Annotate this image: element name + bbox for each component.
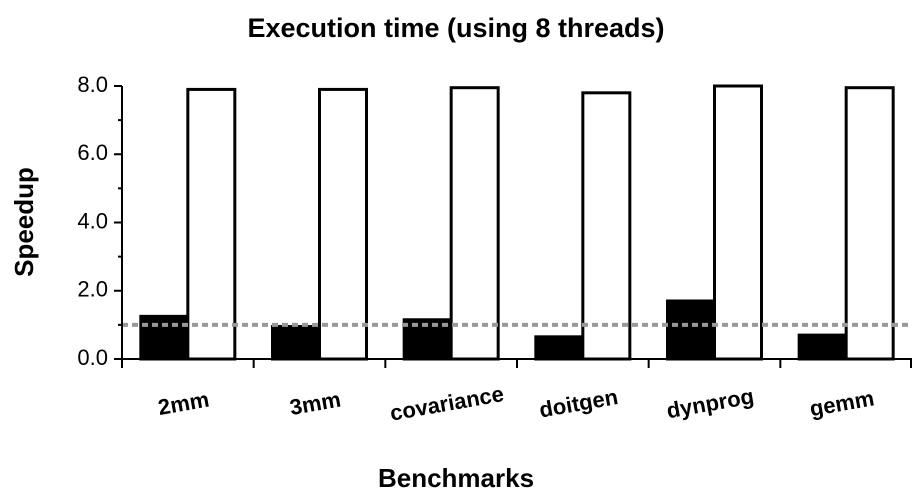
y-axis-label: Speedup	[9, 167, 39, 277]
y-tick-label: 8.0	[77, 72, 108, 97]
bar	[713, 84, 763, 361]
bar	[666, 299, 716, 361]
bar	[318, 87, 368, 361]
bar	[581, 91, 632, 361]
x-tick-label: 2mm	[156, 387, 211, 421]
bar	[449, 86, 500, 361]
y-tick-label: 2.0	[77, 277, 108, 302]
x-axis-label: Benchmarks	[378, 463, 534, 493]
y-tick-label: 6.0	[77, 140, 108, 165]
x-tick-label: doitgen	[537, 384, 620, 422]
bar	[844, 86, 895, 361]
x-tick-label: dynprog	[665, 383, 756, 423]
y-tick-label: 4.0	[77, 208, 108, 233]
bar	[271, 325, 321, 361]
bar	[797, 333, 848, 361]
x-tick-label: gemm	[808, 385, 876, 421]
chart-title: Execution time (using 8 threads)	[247, 13, 664, 43]
bar	[139, 314, 190, 361]
x-tick-label: covariance	[388, 381, 506, 426]
bar	[186, 87, 237, 361]
y-tick-label: 0.0	[77, 345, 108, 370]
x-tick-label: 3mm	[288, 387, 343, 421]
bar	[534, 335, 585, 361]
